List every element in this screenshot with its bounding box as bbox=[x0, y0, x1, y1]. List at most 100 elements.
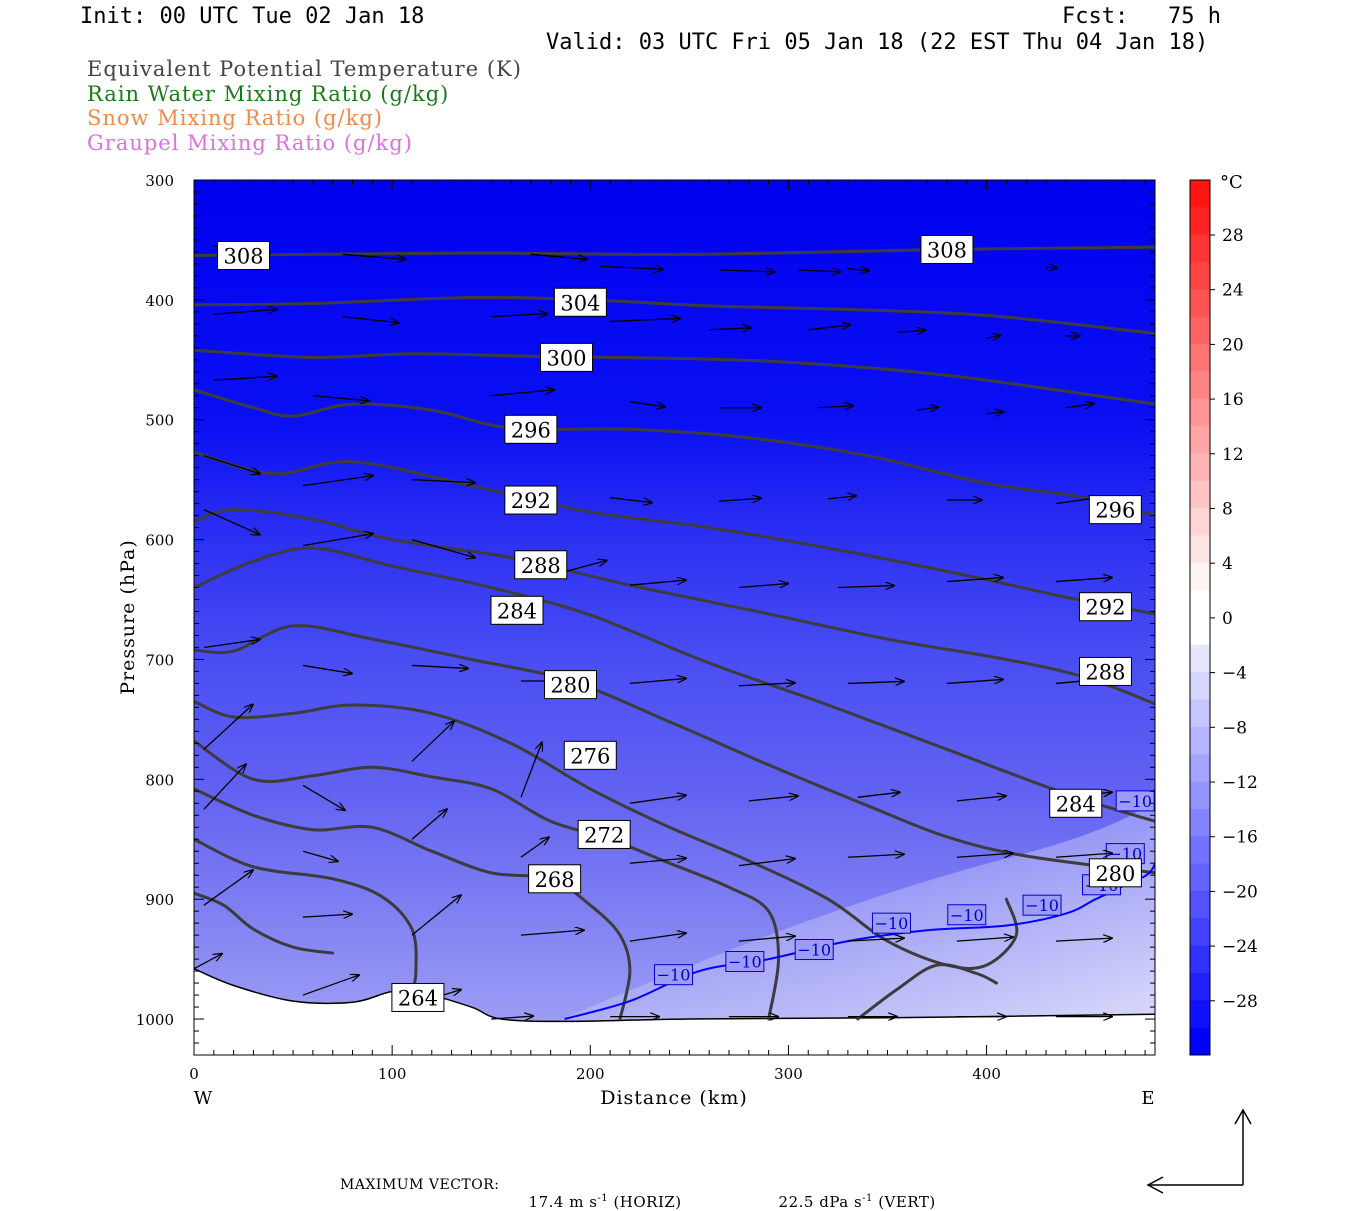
theta-e-isoline-296 bbox=[194, 388, 1155, 518]
wind-vector bbox=[302, 850, 338, 861]
wind-vector bbox=[203, 509, 260, 535]
colorbar-unit: °C bbox=[1220, 172, 1243, 193]
theta-e-label: 280 bbox=[550, 674, 590, 698]
wind-vector bbox=[1065, 404, 1094, 408]
wind-vector bbox=[946, 679, 1003, 685]
temperature-shading-lower bbox=[560, 800, 1155, 1020]
x-axis-label: Distance (km) bbox=[600, 1087, 748, 1109]
wind-vector bbox=[986, 335, 1001, 338]
colorbar-segment bbox=[1190, 371, 1210, 400]
field-label-rain: Rain Water Mixing Ratio (g/kg) bbox=[87, 82, 450, 106]
wind-vector bbox=[818, 406, 853, 408]
theta-e-label-box bbox=[504, 414, 558, 444]
isotherm-label-box bbox=[947, 904, 987, 926]
colorbar-segment bbox=[1190, 945, 1210, 974]
colorbar-segment bbox=[1190, 1000, 1210, 1029]
y-tick-label: 500 bbox=[145, 412, 174, 430]
wind-vector bbox=[719, 498, 761, 501]
wind-vector bbox=[748, 796, 798, 802]
field-label-graupel: Graupel Mixing Ratio (g/kg) bbox=[87, 131, 413, 155]
colorbar-label: −24 bbox=[1222, 937, 1258, 957]
isotherm-label-box bbox=[794, 939, 834, 961]
wind-vector bbox=[847, 681, 904, 683]
forecast-hour: Fcst: 75 h bbox=[1062, 4, 1221, 29]
colorbar-segment bbox=[1190, 426, 1210, 454]
colorbar-label: −28 bbox=[1222, 992, 1258, 1012]
wind-vector bbox=[629, 580, 686, 586]
valid-time: Valid: 03 UTC Fri 05 Jan 18 (22 EST Thu … bbox=[546, 30, 1209, 55]
wind-vector bbox=[857, 792, 900, 798]
x-axis-east-label: E bbox=[1141, 1088, 1154, 1109]
colorbar-segment bbox=[1190, 234, 1210, 263]
wind-vector bbox=[213, 309, 277, 315]
colorbar-segment bbox=[1190, 262, 1210, 290]
theta-e-label-box bbox=[528, 864, 582, 894]
colorbar-segment bbox=[1190, 562, 1210, 591]
colorbar-segment bbox=[1190, 316, 1210, 345]
colorbar-segment bbox=[1190, 344, 1210, 372]
vector-key-arrows bbox=[1146, 1108, 1252, 1194]
wind-vector bbox=[847, 938, 904, 941]
wind-vector bbox=[203, 639, 260, 649]
y-tick-label: 400 bbox=[145, 292, 174, 310]
wind-vector bbox=[302, 664, 352, 673]
isotherm-label-box bbox=[871, 912, 911, 934]
wind-vector bbox=[629, 933, 686, 942]
wind-vector bbox=[956, 796, 1006, 802]
theta-e-label: 288 bbox=[521, 554, 561, 578]
colorbar-label: 8 bbox=[1222, 500, 1233, 520]
temperature-colorbar: 28 24 20 16 12 8 4 0 −4 −8 −12 −16 −20 −24 −28 bbox=[1189, 179, 1258, 1056]
theta-e-label-box bbox=[553, 287, 607, 317]
theta-e-isoline-extra-13 bbox=[856, 963, 998, 1021]
wind-vector bbox=[1055, 938, 1112, 941]
theta-e-label-box bbox=[1049, 788, 1103, 818]
isotherm-label-box bbox=[654, 964, 694, 986]
colorbar-segment bbox=[1190, 453, 1210, 482]
theta-e-isoline-272 bbox=[194, 739, 781, 1021]
wind-vector bbox=[342, 315, 399, 323]
colorbar-segment bbox=[1190, 535, 1210, 564]
wind-vector bbox=[312, 395, 369, 401]
theta-e-label: 268 bbox=[535, 868, 575, 892]
wind-vector bbox=[411, 809, 447, 840]
wind-vector bbox=[203, 870, 253, 906]
colorbar-segment bbox=[1190, 890, 1210, 919]
wind-vector bbox=[847, 269, 869, 271]
theta-e-label: 276 bbox=[570, 744, 610, 768]
wind-vector bbox=[302, 534, 373, 547]
theta-e-isoline-268 bbox=[194, 787, 632, 1021]
wind-vector bbox=[203, 455, 260, 474]
wind-vector bbox=[302, 975, 359, 996]
theta-e-isoline-288 bbox=[194, 508, 1155, 706]
colorbar-segment bbox=[1190, 180, 1210, 208]
theta-e-label: 292 bbox=[1085, 596, 1125, 620]
wind-vector bbox=[302, 914, 352, 917]
colorbar-segment bbox=[1190, 480, 1210, 509]
horiz-value: 17.4 m s bbox=[528, 1193, 598, 1211]
theta-e-label: 296 bbox=[511, 418, 551, 442]
wind-vector bbox=[629, 858, 686, 864]
x-tick-label: 300 bbox=[774, 1065, 803, 1083]
theta-e-label: 296 bbox=[1095, 499, 1135, 523]
colorbar-segment bbox=[1190, 808, 1210, 837]
wind-vector bbox=[956, 853, 1013, 858]
colorbar-segment bbox=[1190, 590, 1210, 618]
isotherm-label-box bbox=[1022, 894, 1062, 916]
theta-e-label: 308 bbox=[927, 239, 967, 263]
isotherm-label: −10 bbox=[950, 906, 984, 925]
y-tick-label: 800 bbox=[145, 771, 174, 789]
theta-e-label-box bbox=[1088, 495, 1142, 525]
theta-e-isoline-280 bbox=[194, 624, 1155, 875]
wind-vector bbox=[520, 837, 549, 858]
colorbar-segment bbox=[1190, 508, 1210, 536]
max-vector-label: MAXIMUM VECTOR: bbox=[340, 1177, 500, 1193]
wind-vector bbox=[203, 764, 246, 810]
theta-e-isoline-300 bbox=[194, 348, 1155, 406]
wind-vector bbox=[411, 538, 475, 558]
wind-vector bbox=[203, 704, 253, 750]
colorbar-segment bbox=[1190, 754, 1210, 783]
x-axis-west-label: W bbox=[194, 1088, 213, 1109]
wind-vector bbox=[897, 330, 925, 332]
wind-vector bbox=[411, 721, 454, 762]
